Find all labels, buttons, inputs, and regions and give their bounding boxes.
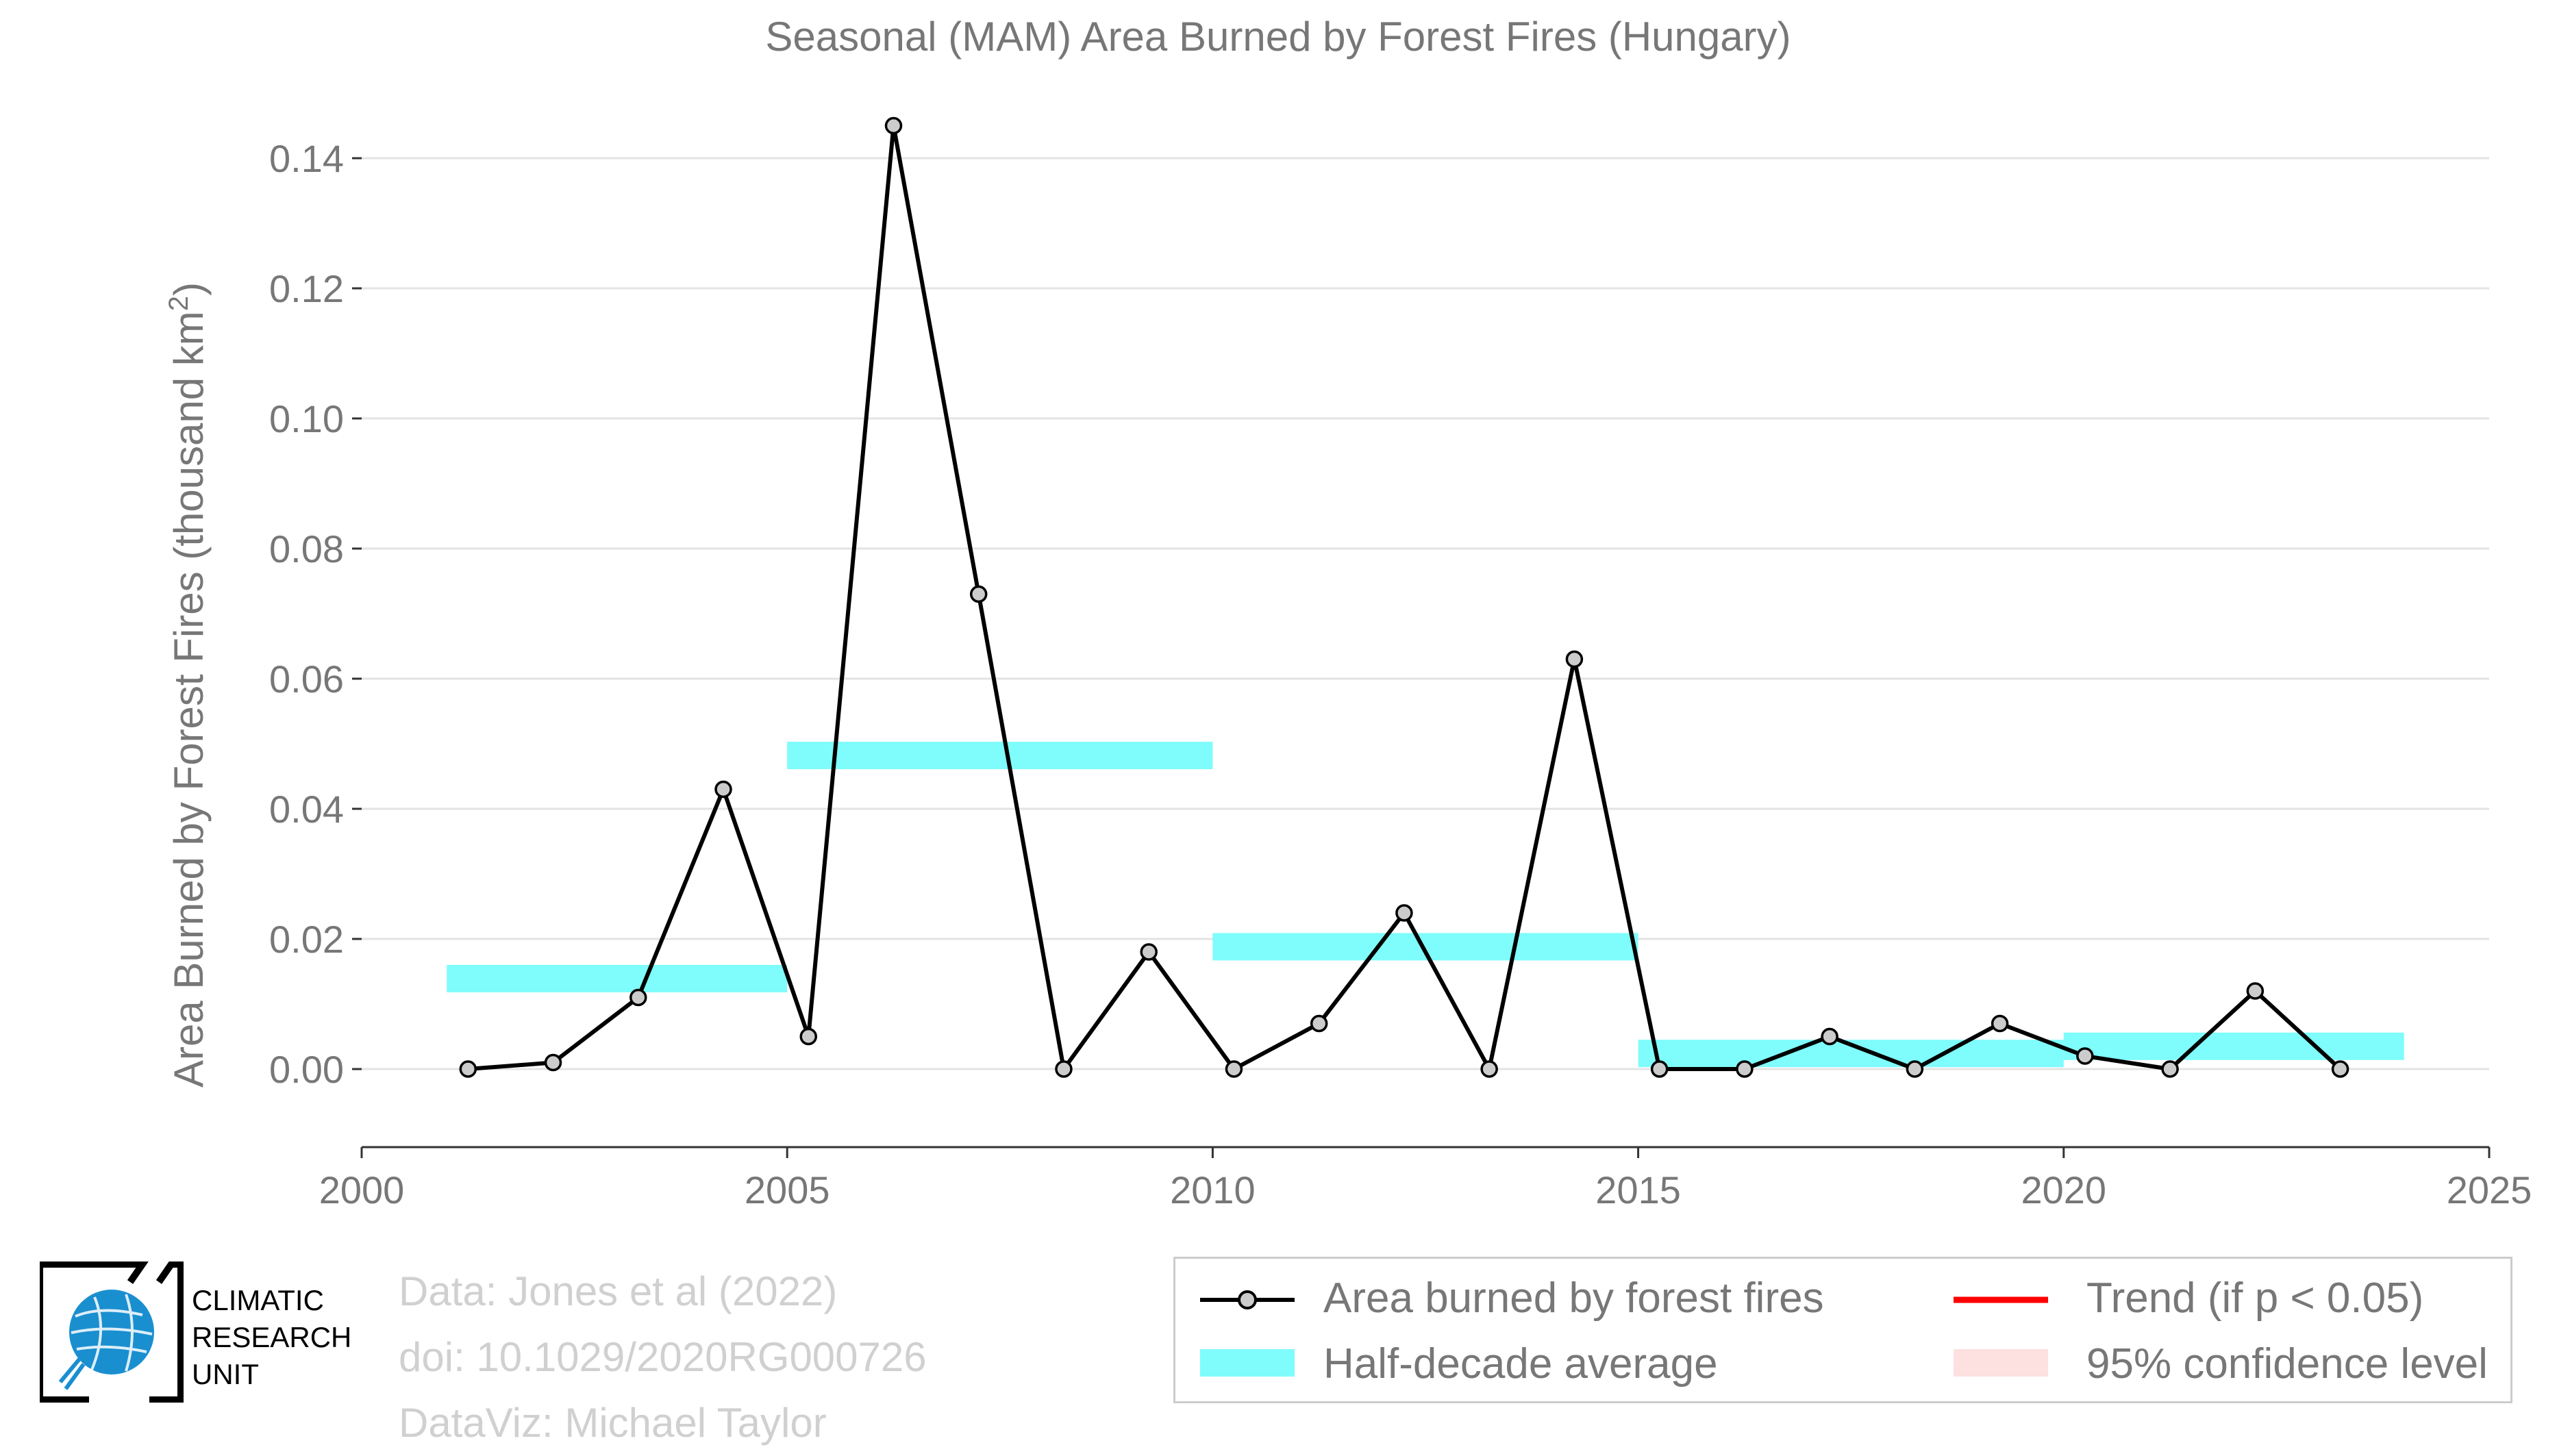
legend-key-half-decade	[1200, 1349, 1295, 1377]
half-decade-average-bar	[447, 964, 788, 992]
x-tick-label: 2015	[1595, 1168, 1681, 1212]
data-point	[1650, 1060, 1669, 1078]
data-point	[1310, 1014, 1328, 1033]
cru-logo	[36, 1261, 184, 1403]
legend-label-trend: Trend (if p < 0.05)	[2086, 1275, 2424, 1322]
y-tick-label: 0.10	[269, 397, 344, 440]
logo-line-1: CLIMATIC	[192, 1284, 324, 1316]
x-tick-label: 2005	[745, 1168, 830, 1212]
legend-label-area-burned: Area burned by forest fires	[1323, 1275, 1824, 1322]
data-point	[1991, 1014, 2009, 1033]
legend-key-confidence	[1954, 1349, 2048, 1377]
series-line	[468, 123, 2342, 1071]
credit-data: Data: Jones et al (2022)	[399, 1268, 838, 1314]
credits: Data: Jones et al (2022) doi: 10.1029/20…	[399, 1259, 927, 1456]
y-axis-label-superscript: 2	[164, 296, 194, 311]
x-tick-label: 2000	[319, 1168, 405, 1212]
data-point	[459, 1060, 477, 1078]
x-tick-label: 2025	[2447, 1168, 2532, 1212]
cru-logo-text: CLIMATIC RESEARCH UNIT	[192, 1282, 351, 1393]
data-point	[1140, 943, 1158, 961]
y-axis-label-close: )	[166, 282, 212, 296]
data-point	[629, 988, 647, 1007]
y-tick-label: 0.04	[269, 788, 344, 831]
series-layer	[459, 116, 2349, 1078]
data-point	[884, 116, 903, 135]
data-point	[714, 780, 732, 799]
data-point	[1395, 904, 1413, 922]
half-decade-average-bar	[787, 742, 1213, 770]
data-point	[799, 1027, 818, 1046]
x-tick-label: 2020	[2021, 1168, 2107, 1212]
data-point	[1906, 1060, 1924, 1078]
data-point	[1736, 1060, 1754, 1078]
data-point	[2331, 1060, 2349, 1078]
data-point	[1565, 650, 1584, 668]
data-point	[1055, 1060, 1073, 1078]
grid	[362, 157, 2489, 1070]
globe-icon	[36, 1261, 184, 1403]
legend: Area burned by forest fires Half-decade …	[1173, 1257, 2512, 1403]
credit-dataviz: DataViz: Michael Taylor	[399, 1400, 827, 1446]
half-decade-average-bar	[1212, 933, 1638, 961]
logo-line-2: RESEARCH	[192, 1321, 352, 1353]
y-tick-label: 0.12	[269, 267, 344, 310]
data-point	[544, 1053, 562, 1072]
y-tick-label: 0.06	[269, 657, 344, 701]
y-axis-label: Area Burned by Forest Fires (thousand km…	[164, 282, 212, 1088]
legend-key-trend	[1954, 1296, 2048, 1303]
data-point	[2161, 1060, 2179, 1078]
y-axis: 0.00 0.02 0.04 0.06 0.08 0.10 0.12 0.14	[269, 137, 362, 1091]
data-point	[2076, 1047, 2094, 1065]
y-tick-label: 0.00	[269, 1048, 344, 1091]
y-tick-label: 0.14	[269, 137, 344, 180]
half-decade-average-bar	[2063, 1032, 2404, 1060]
data-point	[2246, 982, 2265, 1000]
legend-label-confidence: 95% confidence level	[2086, 1340, 2488, 1388]
x-axis: 2000 2005 2010 2015 2020 2025	[319, 1146, 2532, 1212]
data-point	[1225, 1060, 1243, 1078]
data-point	[1480, 1060, 1498, 1078]
legend-key-line-marker	[1200, 1290, 1295, 1309]
half-decade-average-bars	[447, 742, 2404, 1068]
x-tick-label: 2010	[1170, 1168, 1256, 1212]
logo-line-3: UNIT	[192, 1358, 259, 1390]
credit-doi: doi: 10.1029/2020RG000726	[399, 1334, 927, 1380]
y-tick-label: 0.02	[269, 918, 344, 961]
legend-label-half-decade: Half-decade average	[1323, 1340, 1718, 1388]
y-tick-label: 0.08	[269, 527, 344, 570]
data-point	[969, 585, 988, 603]
data-point	[1821, 1027, 1838, 1046]
chart-title: Seasonal (MAM) Area Burned by Forest Fir…	[765, 14, 1791, 60]
